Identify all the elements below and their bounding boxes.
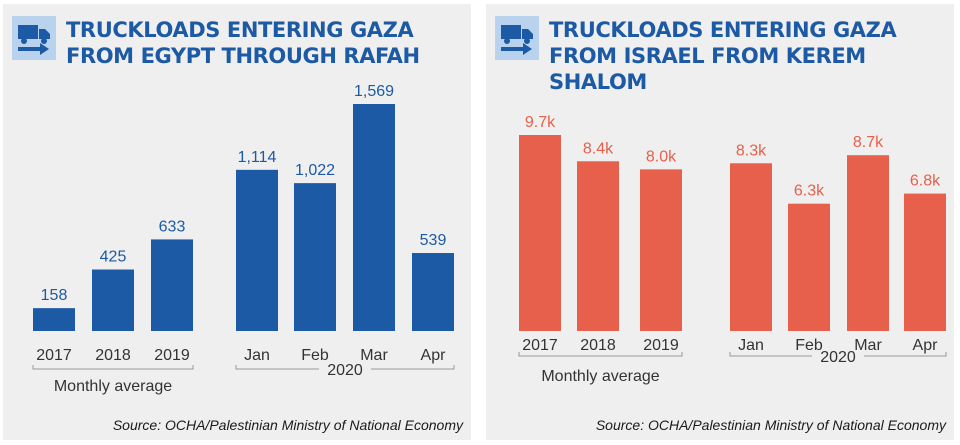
category-label: Jan	[738, 337, 764, 354]
data-label: 9.7k	[525, 114, 556, 131]
category-label: Feb	[301, 347, 329, 364]
truck-icon-wheel	[504, 38, 510, 44]
bar	[33, 308, 75, 331]
data-label: 633	[159, 218, 186, 235]
kerem-shalom-chart-panel: TRUCKLOADS ENTERING GAZA FROM ISRAEL FRO…	[486, 4, 954, 440]
category-label: Apr	[421, 347, 447, 364]
category-label: 2018	[95, 347, 131, 364]
category-label: 2017	[522, 337, 558, 354]
rafah-chart-panel: TRUCKLOADS ENTERING GAZA FROM EGYPT THRO…	[3, 4, 471, 440]
chart-title: TRUCKLOADS ENTERING GAZA FROM ISRAEL FRO…	[549, 18, 897, 94]
truck-icon	[12, 16, 56, 60]
category-label: 2018	[580, 337, 616, 354]
category-label: Feb	[795, 337, 823, 354]
category-label: Jan	[244, 347, 270, 364]
category-label: 2017	[36, 347, 72, 364]
truck-icon-wheel	[41, 38, 47, 44]
bar	[730, 163, 772, 331]
data-label: 8.4k	[583, 140, 614, 157]
bar	[92, 269, 134, 331]
truck-icon-wheel	[524, 38, 530, 44]
truck-icon-arrow-shaft	[501, 47, 523, 51]
bar	[236, 169, 278, 331]
category-label: Apr	[913, 337, 939, 354]
group-bracket	[371, 365, 455, 370]
group-label: Monthly average	[54, 378, 172, 395]
group-bracket	[729, 352, 812, 357]
bar	[294, 183, 336, 331]
data-label: 158	[41, 287, 68, 304]
category-label: Mar	[360, 347, 388, 364]
bar	[412, 253, 454, 331]
data-label: 1,569	[354, 83, 394, 100]
bar	[904, 193, 946, 331]
group-label: Monthly average	[541, 368, 659, 385]
bar	[151, 239, 193, 331]
data-label: 539	[420, 232, 447, 249]
data-label: 1,022	[295, 162, 335, 179]
bar	[640, 169, 682, 331]
truck-icon	[495, 16, 539, 60]
data-label: 6.3k	[794, 183, 825, 200]
data-label: 1,114	[238, 149, 277, 166]
category-label: 2019	[643, 337, 679, 354]
bar	[519, 135, 561, 331]
data-label: 425	[100, 249, 127, 266]
group-label: 2020	[327, 362, 363, 379]
truck-icon-cargo	[501, 25, 521, 39]
truck-icon-wheel	[21, 38, 27, 44]
bar	[353, 104, 395, 331]
truck-icon-arrow-shaft	[18, 47, 40, 51]
source-note: Source: OCHA/Palestinian Ministry of Nat…	[112, 417, 463, 433]
source-note: Source: OCHA/Palestinian Ministry of Nat…	[595, 417, 946, 433]
group-bracket	[864, 352, 947, 357]
group-bracket	[518, 352, 683, 357]
chart-title: TRUCKLOADS ENTERING GAZA FROM EGYPT THRO…	[66, 18, 420, 68]
group-bracket	[32, 365, 194, 370]
bar	[577, 161, 619, 331]
category-label: Mar	[854, 337, 882, 354]
kerem-shalom-bar-chart: 9.7k 2017 8.4k 2018 8.0k 2019 8.3k Jan 6.3k Feb 8.…	[518, 114, 947, 385]
truck-icon-cab	[39, 29, 50, 39]
category-label: 2019	[154, 347, 190, 364]
data-label: 6.8k	[910, 173, 941, 190]
truck-icon-cab	[522, 29, 533, 39]
truck-icon-cargo	[18, 25, 38, 39]
data-label: 8.3k	[736, 142, 767, 159]
data-label: 8.0k	[646, 148, 677, 165]
truck-icon-arrow-head	[523, 43, 532, 55]
rafah-bar-chart: 158 2017 425 2018 633 2019 1,114 Jan 1,022 Feb 1,5…	[32, 83, 455, 395]
truck-icon-arrow-head	[40, 43, 49, 55]
bar	[847, 155, 889, 331]
bar	[788, 203, 830, 331]
group-label: 2020	[820, 349, 856, 366]
group-bracket	[235, 365, 319, 370]
data-label: 8.7k	[853, 134, 884, 151]
